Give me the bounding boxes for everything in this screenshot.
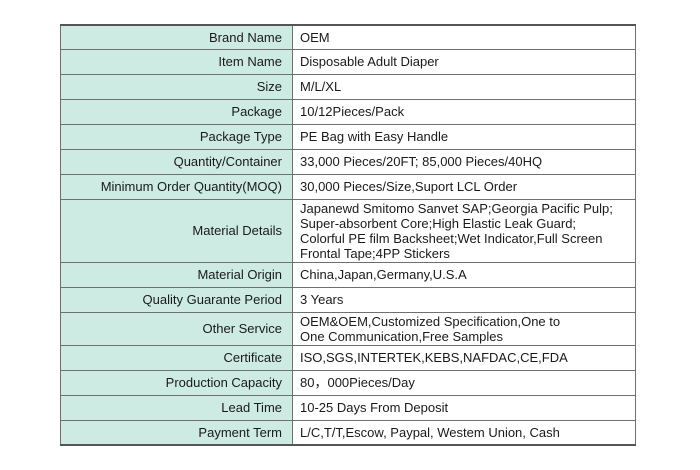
row-value-line: One Communication,Free Samples bbox=[300, 328, 504, 344]
row-value: China,Japan,Germany,U.S.A bbox=[292, 261, 636, 288]
row-value-line: China,Japan,Germany,U.S.A bbox=[300, 267, 467, 282]
row-value-line: 80，000Pieces/Day bbox=[300, 375, 415, 390]
row-label: Quality Guarante Period bbox=[60, 286, 293, 313]
table-row: Lead Time 10-25 Days From Deposit bbox=[60, 394, 636, 421]
row-label: Package bbox=[60, 98, 293, 125]
table-row: Brand Name OEM bbox=[60, 24, 636, 50]
product-spec-table: Brand Name OEM Item Name Disposable Adult D… bbox=[60, 24, 636, 446]
table-row: Package Type PE Bag with Easy Handle bbox=[60, 123, 636, 150]
table-row: Other Service OEM&OEM,Customized Specific… bbox=[60, 311, 636, 346]
row-value: OEM&OEM,Customized Specification,One to O… bbox=[292, 311, 636, 346]
row-value-line: 10-25 Days From Deposit bbox=[300, 400, 449, 415]
table-row: Size M/L/XL bbox=[60, 73, 636, 100]
row-label: Other Service bbox=[60, 311, 293, 346]
row-value: 10/12Pieces/Pack bbox=[292, 98, 636, 125]
row-value-line: OEM bbox=[300, 29, 330, 45]
row-value: 3 Years bbox=[292, 286, 636, 313]
row-value: Japanewd Smitomo Sanvet SAP;Georgia Paci… bbox=[292, 198, 636, 263]
row-label: Brand Name bbox=[60, 24, 293, 50]
table-row: Package 10/12Pieces/Pack bbox=[60, 98, 636, 125]
row-label: Size bbox=[60, 73, 293, 100]
row-value-line: M/L/XL bbox=[300, 79, 342, 94]
row-value: PE Bag with Easy Handle bbox=[292, 123, 636, 150]
row-value-line: 3 Years bbox=[300, 292, 344, 307]
table-row: Certificate ISO,SGS,INTERTEK,KEBS,NAFDAC,… bbox=[60, 344, 636, 371]
row-value-line: L/C,T/T,Escow, Paypal, Westem Union, Cas… bbox=[300, 424, 560, 440]
row-label: Material Details bbox=[60, 198, 293, 263]
row-value: 33,000 Pieces/20FT; 85,000 Pieces/40HQ bbox=[292, 148, 636, 175]
row-label: Lead Time bbox=[60, 394, 293, 421]
row-value-line: Super-absorbent Core;High Elastic Leak G… bbox=[300, 215, 577, 231]
row-label: Quantity/Container bbox=[60, 148, 293, 175]
row-label: Minimum Order Quantity(MOQ) bbox=[60, 173, 293, 200]
row-value: Disposable Adult Diaper bbox=[292, 48, 636, 75]
row-value: L/C,T/T,Escow, Paypal, Westem Union, Cas… bbox=[292, 419, 636, 446]
row-value-line: Colorful PE film Backsheet;Wet Indicator… bbox=[300, 230, 603, 246]
row-label: Package Type bbox=[60, 123, 293, 150]
row-value: 80，000Pieces/Day bbox=[292, 369, 636, 396]
table-row: Quality Guarante Period 3 Years bbox=[60, 286, 636, 313]
row-value: OEM bbox=[292, 24, 636, 50]
row-value: 30,000 Pieces/Size,Suport LCL Order bbox=[292, 173, 636, 200]
row-value: 10-25 Days From Deposit bbox=[292, 394, 636, 421]
row-label: Certificate bbox=[60, 344, 293, 371]
row-value-line: 30,000 Pieces/Size,Suport LCL Order bbox=[300, 179, 518, 194]
row-label: Payment Term bbox=[60, 419, 293, 446]
table-row: Material Origin China,Japan,Germany,U.S.A bbox=[60, 261, 636, 288]
table-row: Quantity/Container 33,000 Pieces/20FT; 85… bbox=[60, 148, 636, 175]
table-row: Item Name Disposable Adult Diaper bbox=[60, 48, 636, 75]
row-label: Item Name bbox=[60, 48, 293, 75]
row-value-line: OEM&OEM,Customized Specification,One to bbox=[300, 313, 561, 329]
row-value-line: Disposable Adult Diaper bbox=[300, 54, 439, 69]
spec-table-body: Brand Name OEM Item Name Disposable Adult D… bbox=[60, 24, 636, 446]
table-row: Material Details Japanewd Smitomo Sanvet … bbox=[60, 198, 636, 263]
row-value-line: 10/12Pieces/Pack bbox=[300, 104, 405, 119]
row-value-line: ISO,SGS,INTERTEK,KEBS,NAFDAC,CE,FDA bbox=[300, 350, 568, 365]
row-value-line: Japanewd Smitomo Sanvet SAP;Georgia Paci… bbox=[300, 200, 613, 216]
row-value-line: Frontal Tape;4PP Stickers bbox=[300, 245, 450, 261]
table-row: Production Capacity 80，000Pieces/Day bbox=[60, 369, 636, 396]
row-value: M/L/XL bbox=[292, 73, 636, 100]
row-value: ISO,SGS,INTERTEK,KEBS,NAFDAC,CE,FDA bbox=[292, 344, 636, 371]
row-label: Material Origin bbox=[60, 261, 293, 288]
row-label: Production Capacity bbox=[60, 369, 293, 396]
row-value-line: PE Bag with Easy Handle bbox=[300, 129, 449, 144]
table-row: Minimum Order Quantity(MOQ) 30,000 Pieces… bbox=[60, 173, 636, 200]
row-value-line: 33,000 Pieces/20FT; 85,000 Pieces/40HQ bbox=[300, 154, 543, 169]
table-row: Payment Term L/C,T/T,Escow, Paypal, Weste… bbox=[60, 419, 636, 446]
